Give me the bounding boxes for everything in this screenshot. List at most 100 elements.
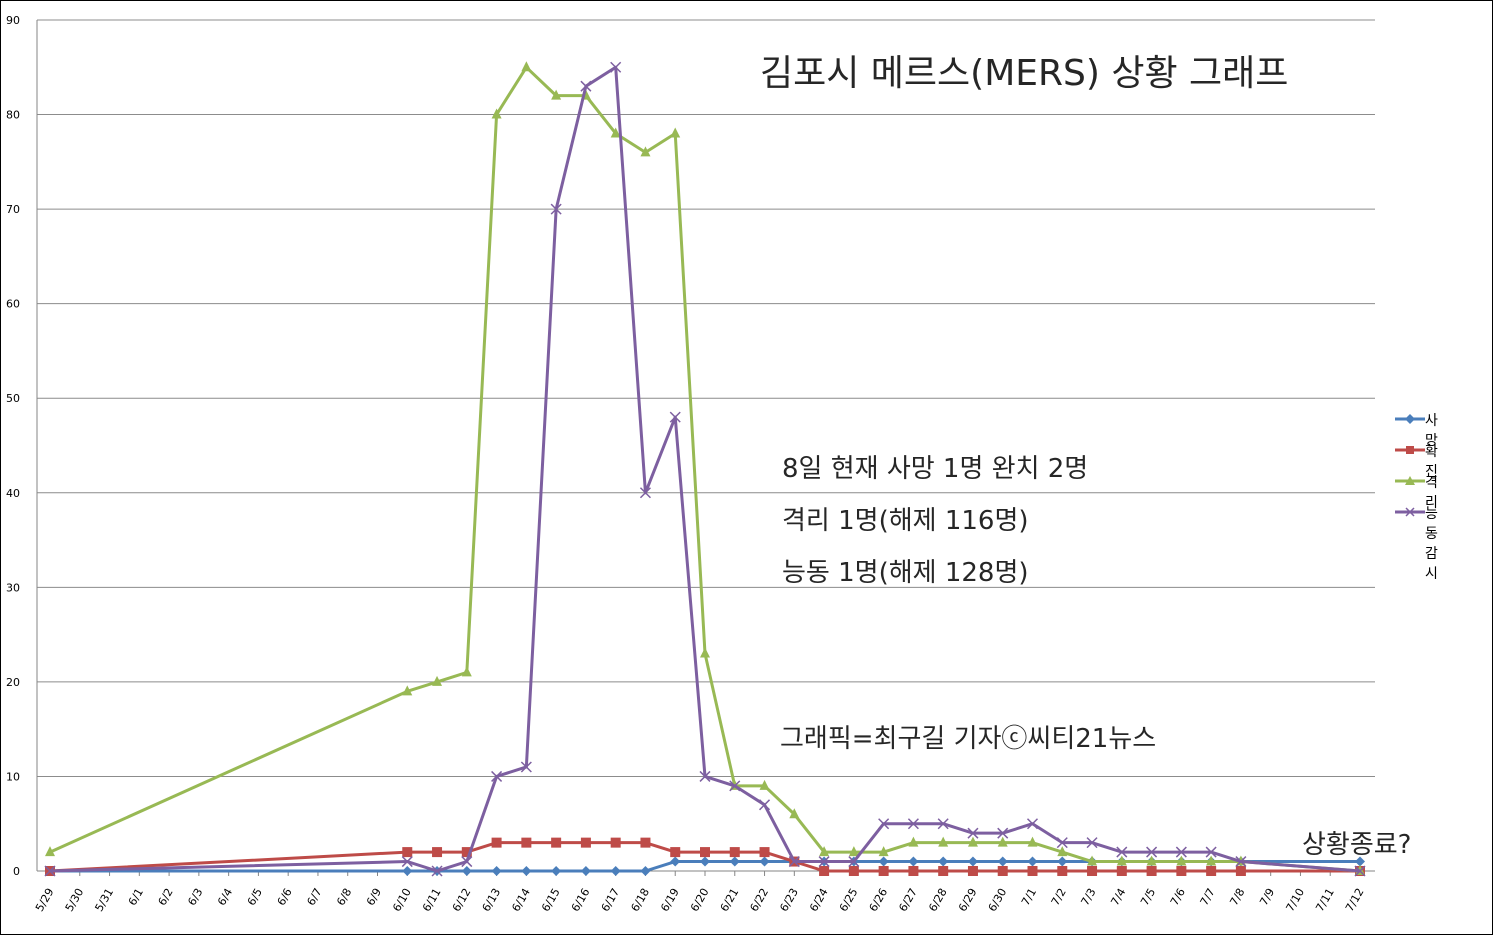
data-point — [670, 856, 681, 867]
data-point — [967, 827, 979, 839]
y-tick-label: 50 — [6, 392, 20, 405]
data-point — [1027, 836, 1038, 847]
data-point — [1056, 837, 1068, 849]
legend-label: 능동감시 — [1425, 506, 1438, 582]
data-point — [789, 808, 800, 819]
data-point — [878, 846, 889, 857]
data-point — [1206, 855, 1217, 866]
data-point — [461, 847, 472, 858]
data-point — [461, 866, 472, 876]
data-point — [461, 666, 472, 677]
x-tick-label: 6/20 — [688, 886, 712, 914]
data-point — [1057, 866, 1068, 876]
data-point — [729, 780, 741, 792]
x-tick-label: 7/5 — [1138, 886, 1158, 908]
x-tick-label: 6/2 — [156, 886, 176, 908]
y-tick-label: 0 — [13, 865, 20, 878]
data-point — [997, 856, 1008, 867]
data-point — [550, 203, 562, 215]
x-tick-label: 7/7 — [1198, 886, 1218, 908]
legend-label: 격리 — [1425, 475, 1438, 511]
legend-marker-triangle-icon — [1395, 476, 1425, 485]
data-point — [818, 856, 830, 868]
data-point — [848, 866, 859, 876]
data-point — [44, 865, 56, 877]
x-tick-label: 5/30 — [63, 886, 87, 914]
data-point — [610, 127, 621, 138]
data-point — [937, 818, 949, 830]
data-point — [640, 146, 651, 157]
data-point — [819, 846, 830, 857]
data-point — [551, 837, 562, 848]
x-tick-label: 6/29 — [956, 886, 980, 914]
x-tick-label: 6/25 — [837, 886, 861, 914]
data-point — [908, 836, 919, 847]
data-point — [551, 866, 562, 876]
legend-marker-x-icon — [1395, 507, 1425, 517]
data-point — [1146, 846, 1158, 858]
y-tick-label: 40 — [6, 487, 20, 500]
data-point — [700, 856, 710, 867]
series-3 — [44, 61, 1366, 877]
data-point — [908, 856, 919, 867]
data-point — [1355, 856, 1365, 867]
x-tick-label: 6/3 — [185, 886, 205, 908]
data-point — [1026, 818, 1039, 830]
data-point — [700, 647, 710, 658]
data-point — [670, 127, 681, 138]
data-point — [1176, 866, 1187, 876]
data-point — [1235, 866, 1246, 876]
data-point — [491, 770, 503, 782]
x-tick-label: 6/15 — [539, 886, 563, 914]
y-tick-label: 10 — [6, 770, 20, 783]
data-point — [432, 675, 443, 686]
y-tick-label: 20 — [6, 676, 20, 689]
x-tick-label: 7/3 — [1079, 886, 1099, 908]
x-tick-label: 6/9 — [364, 886, 384, 908]
legend-marker-diamond-icon — [1395, 414, 1425, 424]
data-point — [788, 856, 800, 868]
data-point — [491, 866, 502, 876]
chart-title: 김포시 메르스(MERS) 상황 그래프 — [760, 53, 1289, 94]
data-point — [759, 779, 770, 790]
data-point — [878, 818, 890, 830]
x-tick-label: 6/17 — [599, 886, 623, 914]
data-point — [1027, 856, 1038, 867]
x-tick-label: 6/8 — [334, 886, 354, 908]
data-point — [551, 89, 562, 100]
x-tick-label: 6/12 — [450, 886, 474, 914]
data-point — [819, 866, 830, 876]
x-tick-label: 6/5 — [245, 886, 265, 908]
data-point — [700, 847, 710, 858]
data-point — [1086, 837, 1098, 849]
status-note-1: 8일 현재 사망 1명 완치 2명 — [782, 454, 1089, 484]
legend-label: 확진 — [1425, 444, 1438, 480]
data-point — [669, 411, 681, 423]
x-tick-label: 6/23 — [777, 886, 801, 914]
data-point — [1087, 855, 1098, 866]
data-point — [491, 837, 502, 848]
data-point — [967, 836, 978, 847]
x-tick-label: 5/31 — [93, 886, 117, 914]
x-tick-label: 6/11 — [420, 886, 444, 914]
data-point — [967, 866, 978, 876]
data-point — [1205, 846, 1217, 858]
data-point — [580, 837, 591, 848]
data-point — [1146, 855, 1157, 866]
data-point — [907, 818, 919, 830]
data-point — [521, 837, 532, 848]
y-tick-label: 80 — [6, 109, 20, 122]
series-line — [49, 65, 1361, 873]
data-point — [938, 836, 949, 847]
data-point — [908, 866, 919, 876]
data-point — [491, 108, 502, 119]
x-tick-label: 6/7 — [304, 886, 324, 908]
x-tick-label: 6/1 — [126, 886, 146, 908]
data-point — [1235, 856, 1247, 868]
series-1 — [45, 837, 1365, 876]
data-point — [997, 827, 1009, 839]
data-point — [45, 846, 55, 857]
x-tick-label: 7/2 — [1049, 886, 1069, 908]
x-tick-label: 7/1 — [1019, 886, 1039, 908]
x-tick-label: 7/8 — [1227, 886, 1247, 908]
